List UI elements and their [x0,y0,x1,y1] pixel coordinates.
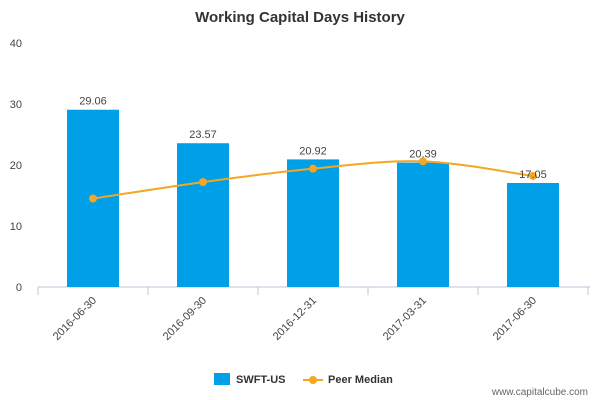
legend-label-peer: Peer Median [328,374,393,386]
x-axis: 2016-06-30 2016-09-30 2016-12-31 2017-03-31… [37,287,589,343]
y-tick-label: 30 [10,99,22,111]
bar [177,143,229,287]
x-tick-label: 2016-06-30 [51,295,99,343]
peer-median-point [199,178,207,187]
line-series [89,157,537,203]
legend-swatch-swft [214,373,230,385]
y-tick-label: 40 [10,38,22,50]
legend-label-swft: SWFT-US [236,374,286,386]
x-tick-label: 2016-09-30 [161,295,209,343]
data-label: 20.92 [299,145,327,157]
peer-median-point [89,194,97,203]
y-tick-label: 0 [16,282,22,294]
data-label: 20.39 [409,149,437,161]
x-tick-label: 2016-12-31 [271,295,319,343]
data-labels: 29.06 23.57 20.92 20.39 17.05 [79,96,547,181]
legend[interactable]: SWFT-US Peer Median [214,373,393,386]
x-tick-label: 2017-03-31 [381,295,429,343]
legend-swatch-peer-marker [309,376,317,384]
peer-median-point [529,171,537,180]
credit-text: www.capitalcube.com [491,387,588,398]
peer-median-point [309,164,317,173]
chart-title: Working Capital Days History [195,9,405,26]
y-axis: 0 10 20 30 40 [10,38,22,294]
data-label: 17.05 [519,169,547,181]
bar-series [67,109,559,287]
data-label: 29.06 [79,96,107,108]
bar [507,182,559,287]
y-tick-label: 20 [10,160,22,172]
bar [397,162,449,287]
peer-median-point [419,157,427,166]
x-tick-label: 2017-06-30 [491,295,539,343]
data-label: 23.57 [189,129,217,141]
y-tick-label: 10 [10,221,22,233]
bar [287,159,339,287]
